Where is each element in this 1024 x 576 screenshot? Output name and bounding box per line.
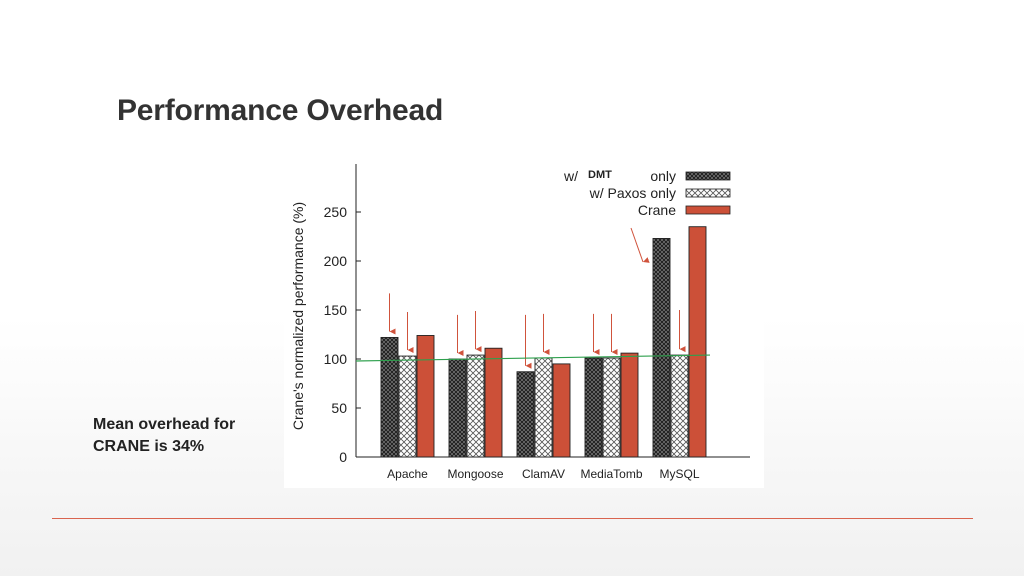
legend-entry-paxos-only: w/ Paxos only [589,185,731,201]
bar-dmt-only [584,357,603,458]
y-tick-label: 50 [331,400,347,416]
bar-crane [552,363,571,458]
y-ticks: 0 50 100 150 200 250 [324,204,361,465]
x-tick-label: Apache [387,467,428,481]
bar-dmt-only [380,336,399,458]
y-tick-label: 200 [324,253,348,269]
bar-crane [620,352,639,458]
x-tick-label: MySQL [659,467,699,481]
slide-title: Performance Overhead [117,94,444,127]
legend-swatch [685,205,731,215]
x-tick-label: ClamAV [522,467,565,481]
bars [380,226,707,458]
x-tick-label: MediaTomb [580,467,642,481]
bar-chart: 0 50 100 150 200 250 Apache Mongoose ClamAV Medi… [290,164,750,481]
legend: w/ DMT only w/ Paxos only Crane [563,168,731,218]
bar-paxos-only [398,355,417,458]
bar-crane [484,347,503,458]
note-line-2: CRANE is 34% [93,438,205,455]
baseline-100-line [355,354,711,362]
bar-crane [416,335,435,458]
bar-dmt-only [652,238,671,458]
legend-label: Crane [638,202,676,218]
footer-divider [52,518,973,519]
legend-label: w/ Paxos only [589,185,676,201]
note-line-1: Mean overhead for [93,416,236,433]
bar-paxos-only [466,354,485,458]
y-tick-label: 250 [324,204,348,220]
legend-entry-dmt-only: w/ DMT only [563,168,731,184]
bar-paxos-only [534,357,553,458]
y-tick-label: 150 [324,302,348,318]
legend-swatch [685,171,731,181]
y-axis-label: Crane's normalized performance (%) [290,202,306,430]
bar-dmt-only [516,371,535,458]
y-tick-label: 100 [324,351,348,367]
y-tick-label: 0 [339,449,347,465]
legend-swatch [685,188,731,198]
bar-paxos-only [602,357,621,458]
mean-overhead-note: Mean overhead for CRANE is 34% [93,414,283,458]
bar-dmt-only [448,358,467,458]
annotation-arrow [630,227,650,263]
x-tick-labels: Apache Mongoose ClamAV MediaTomb MySQL [387,467,700,481]
x-tick-label: Mongoose [447,467,503,481]
bar-paxos-only [670,354,689,458]
chart-figure: 0 50 100 150 200 250 Apache Mongoose ClamAV Medi… [284,160,764,488]
bar-crane [688,226,707,458]
legend-label-prefix: w/ [563,168,578,184]
legend-entry-crane: Crane [638,202,731,218]
legend-label-suffix: only [650,168,676,184]
legend-label-highlight: DMT [588,169,612,181]
annotation-arrows [389,227,686,369]
